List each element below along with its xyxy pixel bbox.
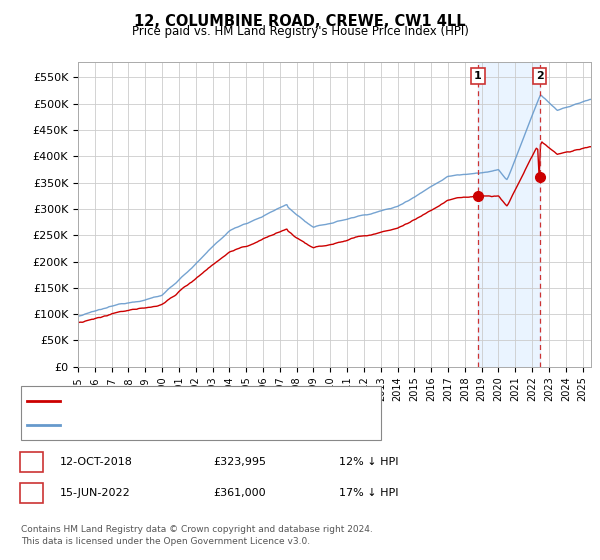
Text: 1: 1 bbox=[474, 71, 482, 81]
Text: Price paid vs. HM Land Registry's House Price Index (HPI): Price paid vs. HM Land Registry's House … bbox=[131, 25, 469, 38]
Bar bbox=[478, 62, 539, 367]
Text: 2: 2 bbox=[28, 488, 35, 498]
Text: 2: 2 bbox=[536, 71, 544, 81]
Text: 17% ↓ HPI: 17% ↓ HPI bbox=[339, 488, 398, 498]
Text: £361,000: £361,000 bbox=[213, 488, 266, 498]
Text: HPI: Average price, detached house, Cheshire East: HPI: Average price, detached house, Ches… bbox=[66, 419, 331, 430]
Text: £323,995: £323,995 bbox=[213, 457, 266, 467]
Text: 12, COLUMBINE ROAD, CREWE, CW1 4LL: 12, COLUMBINE ROAD, CREWE, CW1 4LL bbox=[134, 14, 466, 29]
Text: 12, COLUMBINE ROAD, CREWE, CW1 4LL (detached house): 12, COLUMBINE ROAD, CREWE, CW1 4LL (deta… bbox=[66, 396, 373, 407]
Text: 12-OCT-2018: 12-OCT-2018 bbox=[60, 457, 133, 467]
Text: 15-JUN-2022: 15-JUN-2022 bbox=[60, 488, 131, 498]
Text: Contains HM Land Registry data © Crown copyright and database right 2024.
This d: Contains HM Land Registry data © Crown c… bbox=[21, 525, 373, 546]
Text: 1: 1 bbox=[28, 457, 35, 467]
Text: 12% ↓ HPI: 12% ↓ HPI bbox=[339, 457, 398, 467]
